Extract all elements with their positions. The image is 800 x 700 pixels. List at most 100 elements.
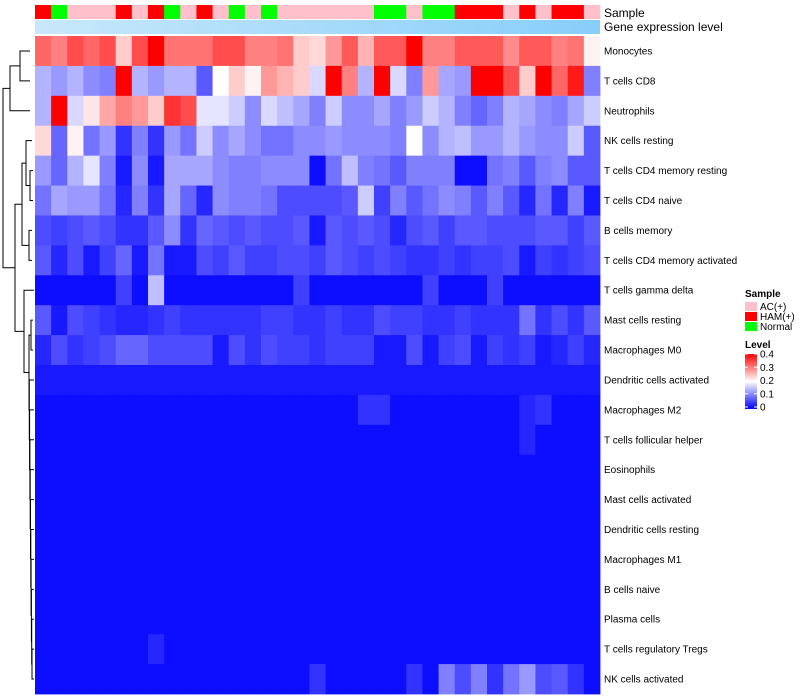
heatmap-cell [519,155,536,186]
heatmap-cell [503,514,520,545]
heatmap-cell [99,664,117,695]
heatmap-cell [503,245,520,276]
legend-label-ham: HAM(+) [760,312,795,323]
heatmap-cell [341,574,359,605]
heatmap-cell [341,245,359,276]
heatmap-cell [196,305,213,336]
heatmap-cell [67,245,84,276]
heatmap-cell [164,664,181,695]
heatmap-cell [551,484,569,515]
row-label-neutrophils: Neutrophils [604,106,655,117]
heatmap-cell [454,424,472,456]
heatmap-cell [261,454,278,486]
heatmap-cell [67,365,84,396]
heatmap-cell [357,574,375,605]
heatmap-cell [470,544,488,575]
heatmap-cell [438,215,456,246]
heatmap-cell [309,305,326,336]
heatmap-cell [180,36,197,67]
heatmap-cell [261,125,278,157]
heatmap-cell [406,484,423,515]
heatmap-cell [164,305,181,336]
heatmap-cell [390,185,407,216]
heatmap-cell [535,544,552,575]
heatmap-cell [357,245,375,276]
heatmap-cell [567,634,585,665]
heatmap-cell [35,514,52,545]
sample-cell-ac [535,5,552,19]
heatmap-cell [341,454,359,486]
heatmap-cell [551,514,569,545]
heatmap-cell [228,36,246,67]
heatmap-cell [422,335,439,366]
heatmap-cell [277,424,294,456]
sample-cell-ac [293,5,310,19]
heatmap-cell [51,604,68,635]
heatmap-cell [261,574,278,605]
heatmap-cell [325,125,343,157]
heatmap-cell [164,185,181,216]
heatmap-cell [131,574,149,605]
heatmap-cell [551,95,569,127]
heatmap-cell [503,634,520,665]
sample-cell-normal [374,5,391,19]
heatmap-cell [277,454,294,486]
heatmap-cell [341,424,359,456]
heatmap-cell [357,155,375,186]
heatmap-cell [164,365,181,396]
heatmap-cell [180,574,197,605]
heatmap-cell [131,335,149,366]
row-label-macrophages-m2: Macrophages M2 [604,405,682,416]
heatmap-cell [422,245,439,276]
heatmap-cell [551,424,569,456]
heatmap-cell [67,95,84,127]
heatmap-cell [341,215,359,246]
heatmap-cell [535,215,552,246]
heatmap-cell [244,215,262,246]
heatmap-cell [35,365,52,396]
heatmap-cell [228,454,246,486]
heatmap-cell [503,454,520,486]
heatmap-cell [277,36,294,67]
heatmap-cell [470,245,488,276]
heatmap-cell [551,664,569,695]
heatmap-cell [293,275,310,306]
heatmap-cell [309,424,326,456]
heatmap-cell [487,454,504,486]
heatmap-cell [131,394,149,426]
heatmap-cell [583,185,601,216]
sample-cell-ac [583,5,601,19]
heatmap-cell [470,574,488,605]
heatmap-cell [212,424,230,456]
heatmap-cell [487,95,504,127]
heatmap-cell [422,484,439,515]
heatmap-cell [454,664,472,695]
dendrogram-branch [30,529,34,588]
heatmap-cell [180,185,197,216]
sample-cell-ham [519,5,536,19]
heatmap-cell [164,604,181,635]
heatmap-cell [551,394,569,426]
heatmap-cell [228,664,246,695]
heatmap-cell [35,215,52,246]
heatmap-cell [148,185,165,216]
heatmap-cell [470,275,488,306]
heatmap-cell [131,125,149,157]
heatmap-cell [277,185,294,216]
heatmap-cell [131,634,149,665]
heatmap-cell [67,424,84,456]
row-label-mast-cells-activated: Mast cells activated [604,495,691,506]
heatmap-cell [228,215,246,246]
heatmap-cell [83,634,100,665]
heatmap-cell [99,305,117,336]
heatmap-cell [357,215,375,246]
heatmap-cell [244,275,262,306]
heatmap-cell [164,514,181,545]
heatmap-cell [309,245,326,276]
heatmap-cell [341,335,359,366]
heatmap-cell [325,634,343,665]
heatmap-cell [261,514,278,545]
heatmap-cell [212,215,230,246]
heatmap-cell [131,424,149,456]
heatmap-cell [277,65,294,97]
